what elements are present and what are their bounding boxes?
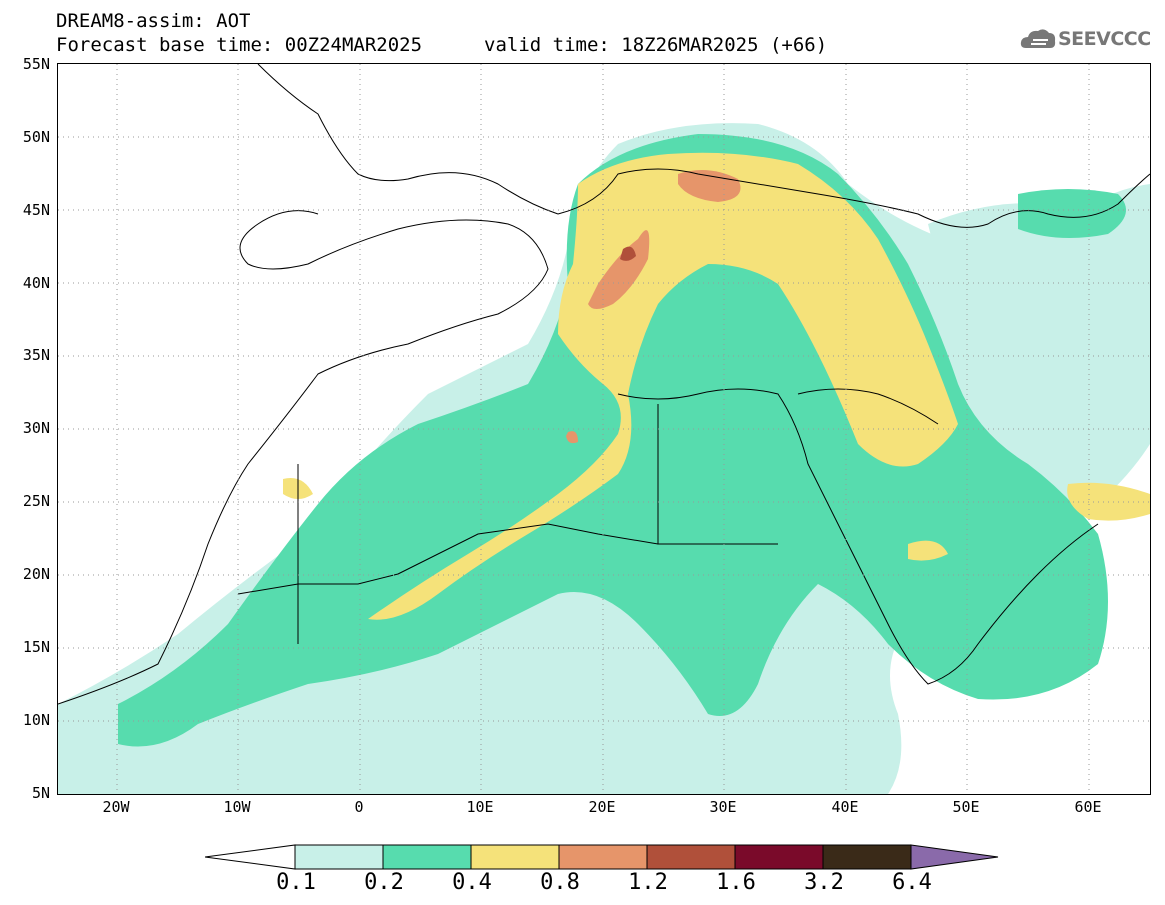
aot-map — [57, 63, 1151, 795]
lon-label: 20E — [588, 798, 616, 816]
colorbar-over — [910, 844, 999, 870]
colorbar-bin — [646, 844, 736, 870]
map-title: DREAM8-assim: AOT — [56, 10, 251, 32]
forecast-base-time: Forecast base time: 00Z24MAR2025 — [56, 34, 423, 56]
lat-label: 40N — [22, 274, 50, 292]
colorbar-label: 0.8 — [540, 870, 580, 895]
grid-lines — [58, 64, 1150, 794]
lon-label: 40E — [831, 798, 859, 816]
colorbar-label: 1.6 — [716, 870, 756, 895]
logo-text: SEEVCCC — [1058, 28, 1151, 50]
aot-field — [58, 123, 1150, 794]
lat-label: 45N — [22, 201, 50, 219]
country-borders — [58, 64, 1150, 705]
lon-label: 20W — [102, 798, 130, 816]
colorbar-label: 0.4 — [452, 870, 492, 895]
lat-label: 20N — [22, 565, 50, 583]
lat-label: 55N — [22, 55, 50, 73]
lat-label: 15N — [22, 638, 50, 656]
colorbar-bin — [822, 844, 912, 870]
colorbar-label: 6.4 — [892, 870, 932, 895]
lon-label: 30E — [709, 798, 737, 816]
lon-label: 50E — [952, 798, 980, 816]
valid-time: valid time: 18Z26MAR2025 (+66) — [484, 34, 828, 56]
colorbar-under — [205, 844, 296, 870]
colorbar — [205, 844, 999, 870]
colorbar-bin — [558, 844, 648, 870]
lat-label: 10N — [22, 711, 50, 729]
lon-label: 0 — [354, 798, 364, 816]
colorbar-label: 3.2 — [804, 870, 844, 895]
lat-label: 25N — [22, 492, 50, 510]
colorbar-bin — [470, 844, 560, 870]
colorbar-label: 1.2 — [628, 870, 668, 895]
colorbar-bin — [294, 844, 384, 870]
colorbar-bin — [734, 844, 824, 870]
colorbar-bin — [382, 844, 472, 870]
lon-label: 10W — [223, 798, 251, 816]
colorbar-label: 0.1 — [276, 870, 316, 895]
cloud-icon — [1020, 29, 1056, 48]
colorbar-label: 0.2 — [364, 870, 404, 895]
lon-label: 60E — [1074, 798, 1102, 816]
lat-label: 5N — [31, 784, 50, 802]
lon-label: 10E — [466, 798, 494, 816]
lat-label: 30N — [22, 419, 50, 437]
lat-label: 35N — [22, 346, 50, 364]
lat-label: 50N — [22, 128, 50, 146]
